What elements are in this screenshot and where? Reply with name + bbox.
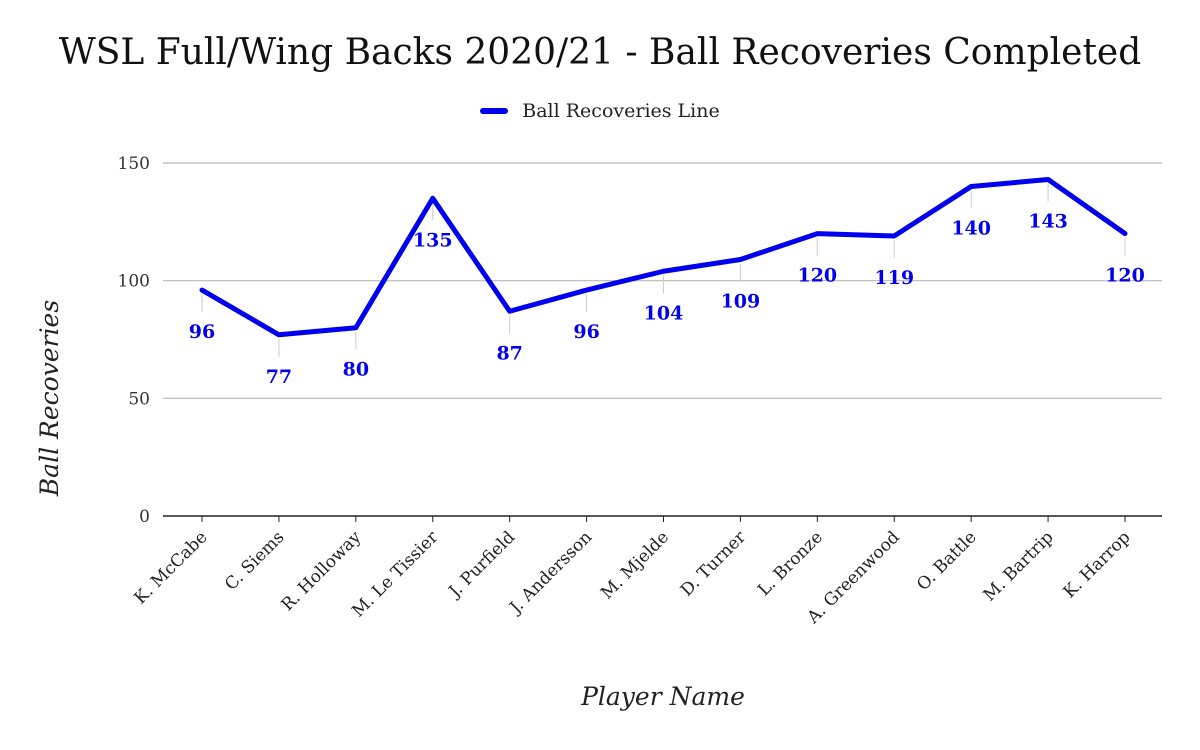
y-tick-label: 100 <box>118 272 150 292</box>
data-label: 87 <box>496 342 522 364</box>
series-layer <box>199 176 1128 338</box>
y-tick-label: 0 <box>139 507 150 527</box>
x-tick-label: K. McCabe <box>131 527 212 608</box>
y-tick-labels: 0 50 100 150 <box>118 154 150 527</box>
x-axis-title: Player Name <box>580 682 745 711</box>
data-label: 119 <box>874 267 914 289</box>
series-line <box>199 176 1128 338</box>
legend-line-swatch <box>480 108 509 114</box>
gridlines <box>163 162 1162 517</box>
x-tick-label: L. Bronze <box>754 527 827 600</box>
data-label: 109 <box>721 290 761 312</box>
data-label: 96 <box>573 321 599 343</box>
data-label: 120 <box>797 265 837 287</box>
x-tick-label: C. Siems <box>221 527 288 594</box>
x-tick-label: J. Purfield <box>444 527 519 602</box>
y-axis-title: Ball Recoveries <box>35 300 64 497</box>
data-label: 104 <box>644 302 684 324</box>
x-tick-label: D. Turner <box>677 527 751 601</box>
data-label: 135 <box>413 229 453 251</box>
chart-title: WSL Full/Wing Backs 2020/21 - Ball Recov… <box>58 32 1142 73</box>
x-tick-label: O. Battle <box>913 527 981 595</box>
x-tick-label: M. Bartrip <box>980 527 1058 605</box>
legend-label: Ball Recoveries Line <box>522 100 720 122</box>
y-tick-label: 150 <box>118 154 150 174</box>
data-labels: 96 77 80 135 87 96 104 109 120 119 140 143 120 <box>189 210 1145 387</box>
data-label: 96 <box>189 321 215 343</box>
data-label-leaders <box>201 183 1126 357</box>
data-label: 120 <box>1105 265 1145 287</box>
data-label: 140 <box>951 218 991 240</box>
data-label: 143 <box>1028 210 1068 232</box>
x-tick-label: M. Mjelde <box>597 527 673 603</box>
data-label: 80 <box>343 359 369 381</box>
y-tick-label: 50 <box>128 389 150 409</box>
data-label: 77 <box>266 366 292 388</box>
x-tick-label: K. Harrop <box>1060 527 1135 602</box>
legend: Ball Recoveries Line <box>0 100 1200 122</box>
